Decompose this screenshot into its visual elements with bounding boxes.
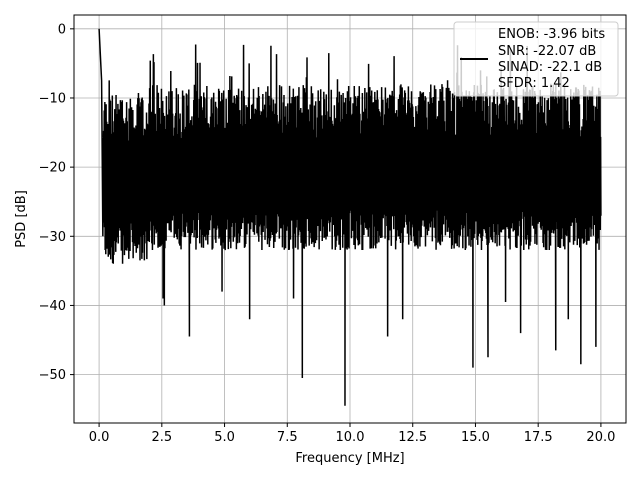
x-tick-label: 20.0 <box>586 430 615 445</box>
y-tick-label: −30 <box>39 230 66 245</box>
legend-sinad: SINAD: -22.1 dB <box>498 60 602 75</box>
y-axis-ticks: 0 −10 −20 −30 −40 −50 <box>39 22 74 383</box>
x-tick-label: 15.0 <box>461 430 490 445</box>
legend-enob: ENOB: -3.96 bits <box>498 27 605 42</box>
x-axis-ticks: 0.0 2.5 5.0 7.5 10.0 12.5 15.0 17.5 20.0 <box>89 423 615 445</box>
x-tick-label: 17.5 <box>524 430 553 445</box>
y-tick-label: −50 <box>39 368 66 383</box>
legend-sfdr: SFDR: 1.42 <box>498 76 570 91</box>
y-tick-label: 0 <box>58 22 66 37</box>
x-tick-label: 10.0 <box>336 430 365 445</box>
y-axis-label: PSD [dB] <box>14 190 29 248</box>
x-tick-label: 12.5 <box>398 430 427 445</box>
x-tick-label: 0.0 <box>89 430 110 445</box>
x-tick-label: 7.5 <box>277 430 298 445</box>
x-axis-label: Frequency [MHz] <box>295 451 404 466</box>
y-tick-label: −40 <box>39 299 66 314</box>
y-tick-label: −20 <box>39 161 66 176</box>
x-tick-label: 2.5 <box>151 430 172 445</box>
legend-snr: SNR: -22.07 dB <box>498 44 596 59</box>
psd-series-line <box>98 28 602 406</box>
x-tick-label: 5.0 <box>214 430 235 445</box>
y-tick-label: −10 <box>39 91 66 106</box>
legend-box <box>453 21 619 97</box>
legend: ENOB: -3.96 bits SNR: -22.07 dB SINAD: -… <box>453 21 619 97</box>
plot-area <box>98 28 602 406</box>
